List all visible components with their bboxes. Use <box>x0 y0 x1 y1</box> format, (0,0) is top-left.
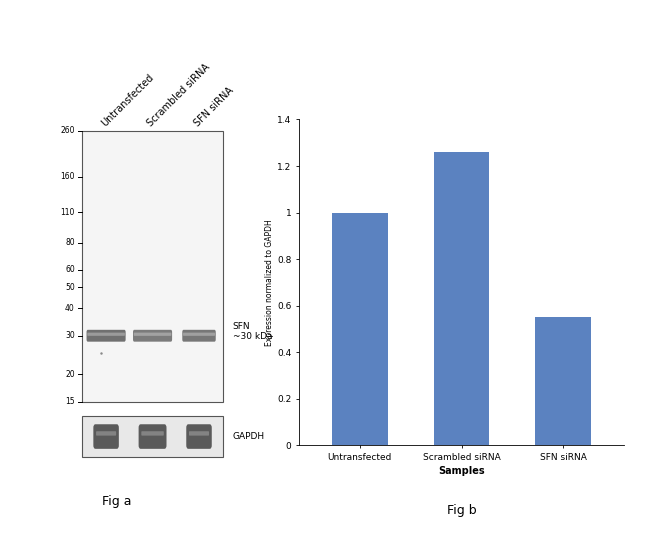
Text: Untransfected: Untransfected <box>99 72 155 129</box>
FancyBboxPatch shape <box>141 431 164 435</box>
Text: Fig a: Fig a <box>102 495 131 508</box>
Text: 80: 80 <box>65 238 75 247</box>
Text: 50: 50 <box>65 283 75 292</box>
X-axis label: Samples: Samples <box>438 466 485 476</box>
Text: 15: 15 <box>65 397 75 406</box>
Text: 260: 260 <box>60 126 75 135</box>
FancyBboxPatch shape <box>138 424 166 449</box>
Bar <box>332 212 388 445</box>
Text: 60: 60 <box>65 266 75 274</box>
FancyBboxPatch shape <box>183 333 215 336</box>
FancyBboxPatch shape <box>187 424 212 449</box>
FancyBboxPatch shape <box>96 431 116 435</box>
Text: 110: 110 <box>60 208 75 217</box>
Text: GAPDH: GAPDH <box>233 432 265 441</box>
FancyBboxPatch shape <box>86 330 125 342</box>
Text: SFN
~30 kDa: SFN ~30 kDa <box>233 322 272 341</box>
FancyBboxPatch shape <box>134 333 172 336</box>
Text: Scrambled siRNA: Scrambled siRNA <box>146 62 212 129</box>
FancyBboxPatch shape <box>94 424 119 449</box>
Text: 160: 160 <box>60 172 75 181</box>
Text: 30: 30 <box>65 331 75 340</box>
FancyBboxPatch shape <box>87 333 125 336</box>
Text: Fig b: Fig b <box>447 504 476 517</box>
Text: 20: 20 <box>65 370 75 379</box>
Text: SFN siRNA: SFN siRNA <box>192 85 235 129</box>
Text: 40: 40 <box>65 304 75 313</box>
Bar <box>82 130 223 402</box>
FancyBboxPatch shape <box>189 431 209 435</box>
FancyBboxPatch shape <box>182 330 216 342</box>
FancyBboxPatch shape <box>133 330 172 342</box>
Y-axis label: Expression normalized to GAPDH: Expression normalized to GAPDH <box>265 219 274 346</box>
Bar <box>535 317 591 445</box>
Bar <box>434 152 489 445</box>
Bar <box>82 416 223 457</box>
